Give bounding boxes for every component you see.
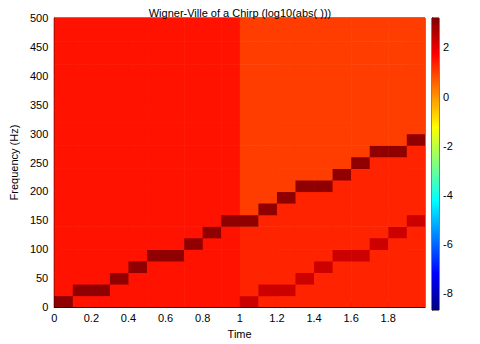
svg-text:1.8: 1.8 bbox=[381, 312, 396, 324]
svg-text:0.4: 0.4 bbox=[121, 312, 136, 324]
svg-text:0.2: 0.2 bbox=[84, 312, 99, 324]
svg-text:0.6: 0.6 bbox=[158, 312, 173, 324]
svg-text:1: 1 bbox=[237, 312, 243, 324]
svg-text:0: 0 bbox=[443, 91, 449, 103]
svg-text:250: 250 bbox=[30, 157, 48, 169]
svg-text:-8: -8 bbox=[443, 287, 453, 299]
svg-text:1.4: 1.4 bbox=[306, 312, 321, 324]
svg-text:100: 100 bbox=[30, 243, 48, 255]
svg-text:450: 450 bbox=[30, 41, 48, 53]
svg-text:300: 300 bbox=[30, 128, 48, 140]
svg-text:Frequency (Hz): Frequency (Hz) bbox=[8, 125, 20, 201]
svg-text:0: 0 bbox=[51, 312, 57, 324]
svg-text:50: 50 bbox=[36, 272, 48, 284]
svg-text:2: 2 bbox=[443, 41, 449, 53]
svg-text:-6: -6 bbox=[443, 238, 453, 250]
svg-text:Time: Time bbox=[228, 328, 252, 340]
svg-text:1.2: 1.2 bbox=[269, 312, 284, 324]
svg-text:400: 400 bbox=[30, 70, 48, 82]
svg-text:0: 0 bbox=[42, 301, 48, 313]
svg-text:1.6: 1.6 bbox=[343, 312, 358, 324]
svg-text:150: 150 bbox=[30, 214, 48, 226]
svg-text:Wigner-Ville of a Chirp (log10: Wigner-Ville of a Chirp (log10(abs( ))) bbox=[149, 7, 332, 19]
svg-text:0.8: 0.8 bbox=[195, 312, 210, 324]
svg-text:200: 200 bbox=[30, 185, 48, 197]
svg-text:-4: -4 bbox=[443, 189, 453, 201]
svg-text:500: 500 bbox=[30, 12, 48, 24]
svg-text:-2: -2 bbox=[443, 140, 453, 152]
svg-text:350: 350 bbox=[30, 99, 48, 111]
